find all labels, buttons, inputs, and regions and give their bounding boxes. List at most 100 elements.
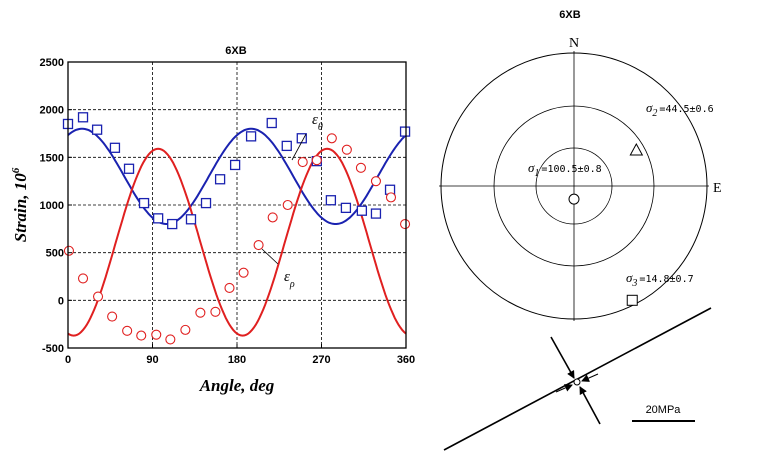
y-tick-label: 500 [46, 248, 64, 260]
series-label-rho-leader [261, 248, 279, 265]
horizontal-stress-diagram: 20MPa [443, 307, 712, 451]
x-axis-label: Angle, deg [199, 376, 275, 395]
sigma-2-label: σ2 =44.5±0.6 [646, 100, 714, 119]
series-label-rho: ερ [261, 248, 295, 290]
data-point-rho [92, 291, 104, 302]
series-label-rho-main: ε [284, 269, 290, 285]
data-point-theta [399, 126, 411, 137]
data-point-rho [180, 324, 191, 335]
sigma-1-marker [568, 193, 580, 205]
data-point-rho [210, 306, 221, 317]
data-point-rho [77, 273, 89, 284]
tension-arrow-left [555, 384, 573, 393]
stereonet: 6XB N E σ1 =100.5±0.8 σ2 =44.5±0.6 σ3 =14.8… [439, 9, 722, 321]
compression-arrow-lower [579, 386, 601, 425]
data-point-theta [266, 117, 277, 129]
tension-arrow-right [581, 373, 599, 382]
stereonet-title: 6XB [559, 9, 580, 21]
data-point-theta [296, 133, 307, 144]
x-tick-label: 90 [146, 354, 158, 366]
series-label-rho-sub: ρ [289, 279, 295, 290]
strain-chart-fit-curves [67, 127, 407, 337]
sigma-2-text: σ2 =44.5±0.6 [646, 100, 714, 119]
series-label-theta-main: ε [312, 112, 318, 128]
data-point-theta [229, 159, 241, 171]
strain-chart-title: 6XB [225, 45, 246, 57]
data-point-rho [195, 307, 206, 318]
stress-center-point [573, 378, 581, 386]
east-label: E [713, 181, 722, 196]
data-point-theta [245, 131, 257, 142]
sigma-1-sub: 1 [534, 168, 539, 179]
data-point-rho [370, 176, 382, 187]
series-label-theta-text: εθ [312, 112, 323, 133]
y-axis-label-group: Strain, 106 [10, 167, 30, 242]
data-point-theta [109, 142, 121, 153]
data-point-rho [136, 330, 147, 341]
data-point-rho [165, 334, 176, 345]
data-point-theta [167, 218, 178, 230]
data-point-theta [214, 174, 226, 185]
x-tick-label: 0 [65, 354, 71, 366]
data-point-rho [326, 133, 337, 144]
y-axis-label-main: Strain, 10 [11, 173, 30, 242]
data-point-rho [238, 267, 249, 278]
data-point-theta [91, 124, 103, 135]
data-point-theta [138, 197, 150, 209]
series-label-theta-sub: θ [318, 122, 323, 133]
data-point-theta [281, 140, 292, 152]
fit-curve-theta [67, 127, 407, 225]
sigma-1-label: σ1 =100.5±0.8 [528, 160, 602, 179]
data-point-rho [253, 239, 264, 251]
data-point-theta [325, 195, 337, 206]
data-point-rho [63, 245, 74, 256]
data-point-theta [185, 214, 197, 225]
y-axis-label-exponent: 6 [10, 167, 22, 173]
data-point-rho [341, 144, 352, 155]
compression-arrow-upper [550, 336, 575, 379]
scale-bar-label: 20MPa [646, 404, 682, 416]
y-tick-label: 2500 [40, 57, 64, 69]
series-label-theta-leader [291, 133, 307, 161]
sigma-2-symbol: σ [646, 100, 653, 115]
sigma-1-text: σ1 =100.5±0.8 [528, 160, 602, 179]
y-tick-label: 1500 [40, 152, 64, 164]
sigma-1-value: =100.5±0.8 [541, 164, 601, 175]
data-point-rho [400, 219, 411, 230]
data-point-theta [340, 202, 352, 214]
series-label-theta: εθ [291, 112, 323, 161]
x-tick-label: 270 [312, 354, 330, 366]
data-point-rho [297, 157, 308, 168]
y-axis-label: Strain, 106 [10, 167, 30, 242]
data-point-theta [152, 213, 164, 224]
y-tick-label: 0 [58, 295, 64, 307]
data-point-rho [107, 311, 118, 322]
data-point-rho [267, 212, 278, 223]
strain-chart-points [62, 112, 411, 345]
sigma-3-label: σ3 =14.8±0.7 [626, 270, 694, 289]
sigma-3-marker [626, 294, 638, 306]
series-label-rho-text: ερ [284, 269, 295, 290]
stress-poles [568, 142, 644, 306]
data-point-rho [355, 162, 366, 173]
x-tick-label: 360 [397, 354, 415, 366]
north-label: N [569, 36, 579, 51]
data-point-rho [311, 155, 322, 166]
y-tick-label: 1000 [40, 200, 64, 212]
data-point-theta [77, 112, 89, 123]
x-tick-label: 180 [228, 354, 246, 366]
sigma-2-sub: 2 [652, 108, 657, 119]
sigma-3-value: =14.8±0.7 [639, 274, 693, 285]
data-point-rho [282, 199, 293, 211]
sigma-2-value: =44.5±0.6 [659, 104, 713, 115]
data-point-rho [224, 282, 235, 293]
sigma-1-symbol: σ [528, 160, 535, 175]
sigma-3-sub: 3 [631, 278, 637, 289]
sigma-3-text: σ3 =14.8±0.7 [626, 270, 694, 289]
data-point-theta [200, 197, 212, 209]
data-point-rho [151, 329, 162, 340]
data-point-theta [123, 163, 135, 174]
